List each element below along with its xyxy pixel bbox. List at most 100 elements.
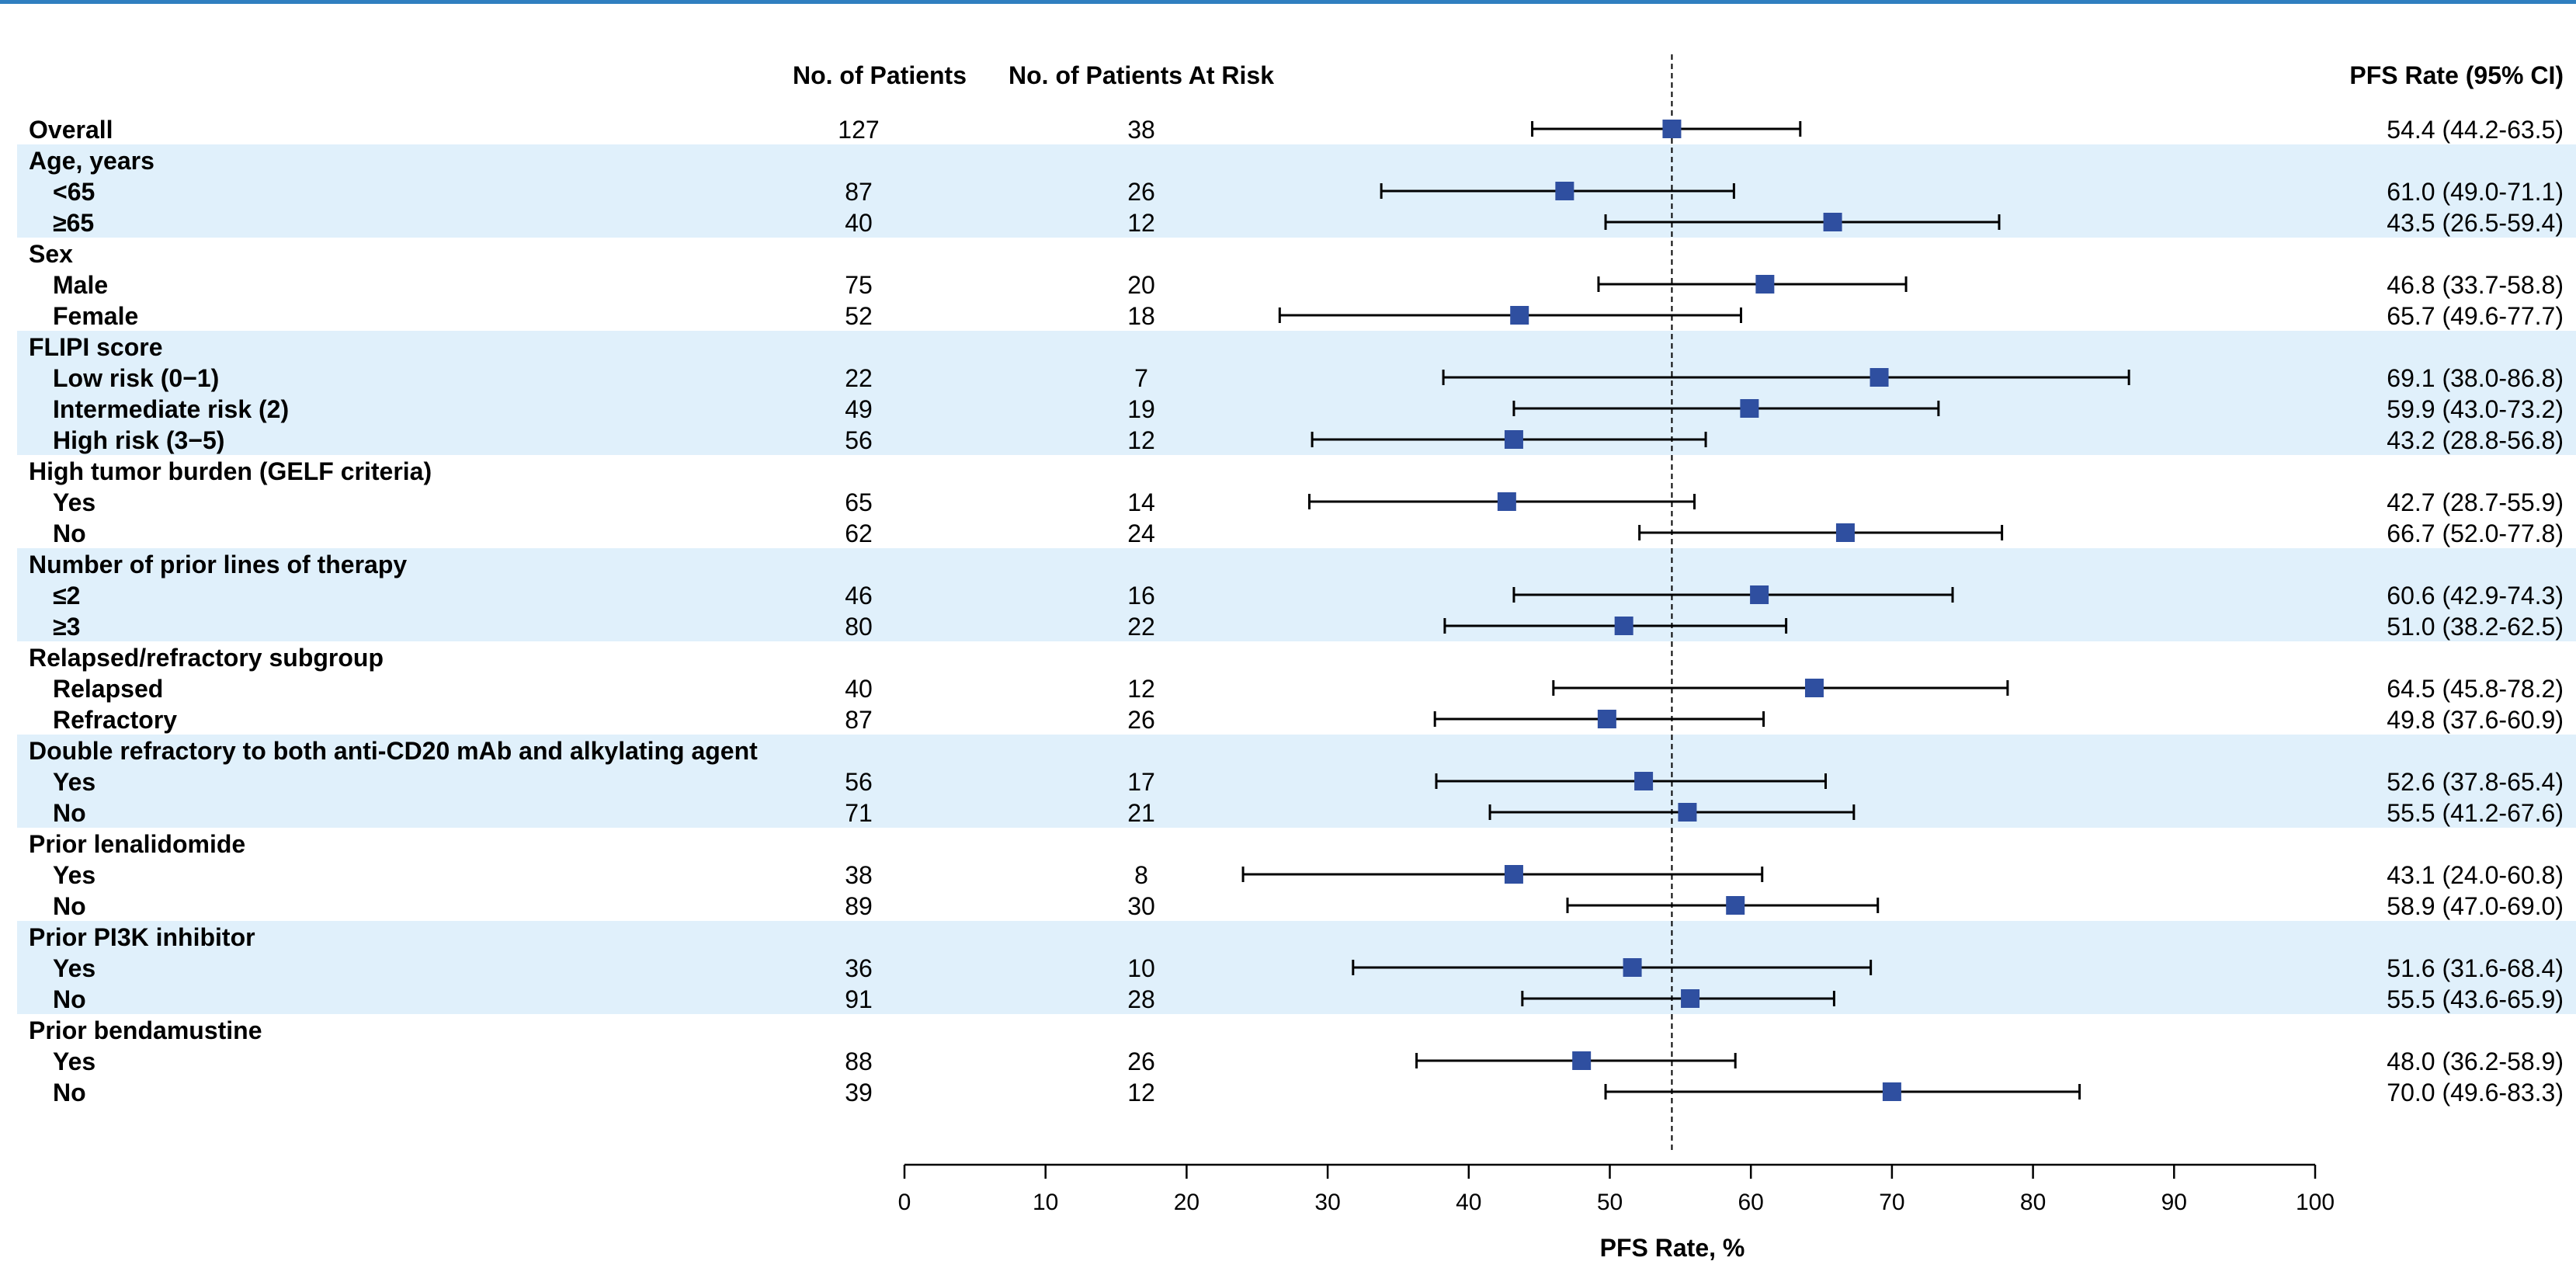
top-rule <box>0 0 2576 4</box>
pfs-rate-ci: 55.5 (43.6-65.9) <box>2387 985 2564 1013</box>
patients-count: 46 <box>845 582 873 610</box>
group-label: Number of prior lines of therapy <box>29 551 407 578</box>
subgroup-label: ≤2 <box>53 582 80 610</box>
group-label: Overall <box>29 116 113 144</box>
pfs-rate-ci: 70.0 (49.6-83.3) <box>2387 1079 2564 1106</box>
estimate-marker <box>1497 492 1516 511</box>
x-tick-label: 20 <box>1174 1190 1199 1215</box>
header-row: No. of Patients No. of Patients At Risk … <box>793 61 2564 89</box>
pfs-rate-ci: 60.6 (42.9-74.3) <box>2387 582 2564 610</box>
estimate-marker <box>1504 430 1523 449</box>
at-risk-count: 26 <box>1127 1047 1155 1075</box>
patients-count: 75 <box>845 271 873 299</box>
patients-count: 91 <box>845 985 873 1013</box>
at-risk-count: 28 <box>1127 985 1155 1013</box>
estimate-marker <box>1510 306 1529 325</box>
subgroup-label: Refractory <box>53 706 177 734</box>
patients-count: 38 <box>845 861 873 889</box>
header-pfs-rate: PFS Rate (95% CI) <box>2349 61 2564 89</box>
estimate-marker <box>1555 182 1574 200</box>
estimate-marker <box>1504 865 1523 884</box>
at-risk-count: 12 <box>1127 426 1155 454</box>
subgroup-label: No <box>53 799 86 827</box>
estimate-marker <box>1572 1051 1592 1070</box>
patients-count: 22 <box>845 364 873 392</box>
subgroup-label: No <box>53 519 86 547</box>
subgroup-label: Yes <box>53 488 95 516</box>
at-risk-count: 26 <box>1127 178 1155 206</box>
patients-count: 52 <box>845 302 873 330</box>
x-axis-title: PFS Rate, % <box>1600 1234 1745 1262</box>
row-band <box>17 548 2576 641</box>
patients-count: 40 <box>845 675 873 703</box>
estimate-marker <box>1804 679 1824 697</box>
subgroup-label: Male <box>53 271 108 299</box>
subgroup-label: High risk (3−5) <box>53 426 224 454</box>
pfs-rate-ci: 55.5 (41.2-67.6) <box>2387 799 2564 827</box>
subgroup-label: <65 <box>53 178 95 206</box>
at-risk-count: 12 <box>1127 1079 1155 1106</box>
pfs-rate-ci: 66.7 (52.0-77.8) <box>2387 519 2564 547</box>
patients-count: 89 <box>845 892 873 920</box>
at-risk-count: 18 <box>1127 302 1155 330</box>
subgroup-label: Yes <box>53 768 95 796</box>
x-tick-label: 70 <box>1879 1190 1904 1215</box>
at-risk-count: 16 <box>1127 582 1155 610</box>
x-tick-label: 100 <box>2296 1190 2335 1215</box>
at-risk-count: 10 <box>1127 954 1155 982</box>
subgroup-label: ≥65 <box>53 209 94 237</box>
estimate-marker <box>1726 896 1745 915</box>
row-band <box>17 921 2576 1014</box>
subgroup-label: Yes <box>53 1047 95 1075</box>
group-label: FLIPI score <box>29 333 163 361</box>
row-band <box>17 144 2576 238</box>
patients-count: 36 <box>845 954 873 982</box>
subgroup-label: No <box>53 985 86 1013</box>
estimate-marker <box>1755 275 1775 294</box>
pfs-rate-ci: 43.5 (26.5-59.4) <box>2387 209 2564 237</box>
patients-count: 88 <box>845 1047 873 1075</box>
x-axis: 0 10 20 30 40 50 60 70 80 90 100 <box>898 1163 2335 1215</box>
patients-count: 40 <box>845 209 873 237</box>
row-band <box>17 735 2576 828</box>
patients-count: 127 <box>838 116 879 144</box>
group-label: Prior PI3K inhibitor <box>29 923 255 951</box>
estimate-marker <box>1870 368 1889 387</box>
pfs-rate-ci: 61.0 (49.0-71.1) <box>2387 178 2564 206</box>
group-label: Prior lenalidomide <box>29 830 245 858</box>
x-tick-label: 80 <box>2020 1190 2046 1215</box>
subgroup-label: Yes <box>53 954 95 982</box>
header-patients: No. of Patients <box>793 61 967 89</box>
estimate-marker <box>1634 772 1654 790</box>
at-risk-count: 12 <box>1127 675 1155 703</box>
patients-count: 80 <box>845 613 873 641</box>
pfs-rate-ci: 46.8 (33.7-58.8) <box>2387 271 2564 299</box>
pfs-rate-ci: 54.4 (44.2-63.5) <box>2387 116 2564 144</box>
x-tick-label: 30 <box>1314 1190 1340 1215</box>
estimate-marker <box>1823 213 1842 231</box>
at-risk-count: 7 <box>1134 364 1148 392</box>
group-label: Relapsed/refractory subgroup <box>29 644 384 672</box>
pfs-rate-ci: 51.0 (38.2-62.5) <box>2387 613 2564 641</box>
x-tick-label: 90 <box>2161 1190 2187 1215</box>
group-label: High tumor burden (GELF criteria) <box>29 457 432 485</box>
subgroup-label: Yes <box>53 861 95 889</box>
patients-count: 62 <box>845 519 873 547</box>
x-tick-label: 0 <box>898 1190 911 1215</box>
subgroup-label: Intermediate risk (2) <box>53 395 289 423</box>
pfs-rate-ci: 69.1 (38.0-86.8) <box>2387 364 2564 392</box>
estimate-marker <box>1678 803 1697 822</box>
estimate-marker <box>1740 399 1759 418</box>
pfs-rate-ci: 42.7 (28.7-55.9) <box>2387 488 2564 516</box>
pfs-rate-ci: 52.6 (37.8-65.4) <box>2387 768 2564 796</box>
x-tick-label: 60 <box>1738 1190 1764 1215</box>
at-risk-count: 38 <box>1127 116 1155 144</box>
patients-count: 56 <box>845 768 873 796</box>
group-label: Sex <box>29 240 73 268</box>
estimate-marker <box>1623 958 1642 977</box>
plot-marks <box>1241 120 2130 1101</box>
group-label: Double refractory to both anti-CD20 mAb … <box>29 737 758 765</box>
estimate-marker <box>1835 523 1855 542</box>
patients-count: 49 <box>845 395 873 423</box>
patients-count: 71 <box>845 799 873 827</box>
